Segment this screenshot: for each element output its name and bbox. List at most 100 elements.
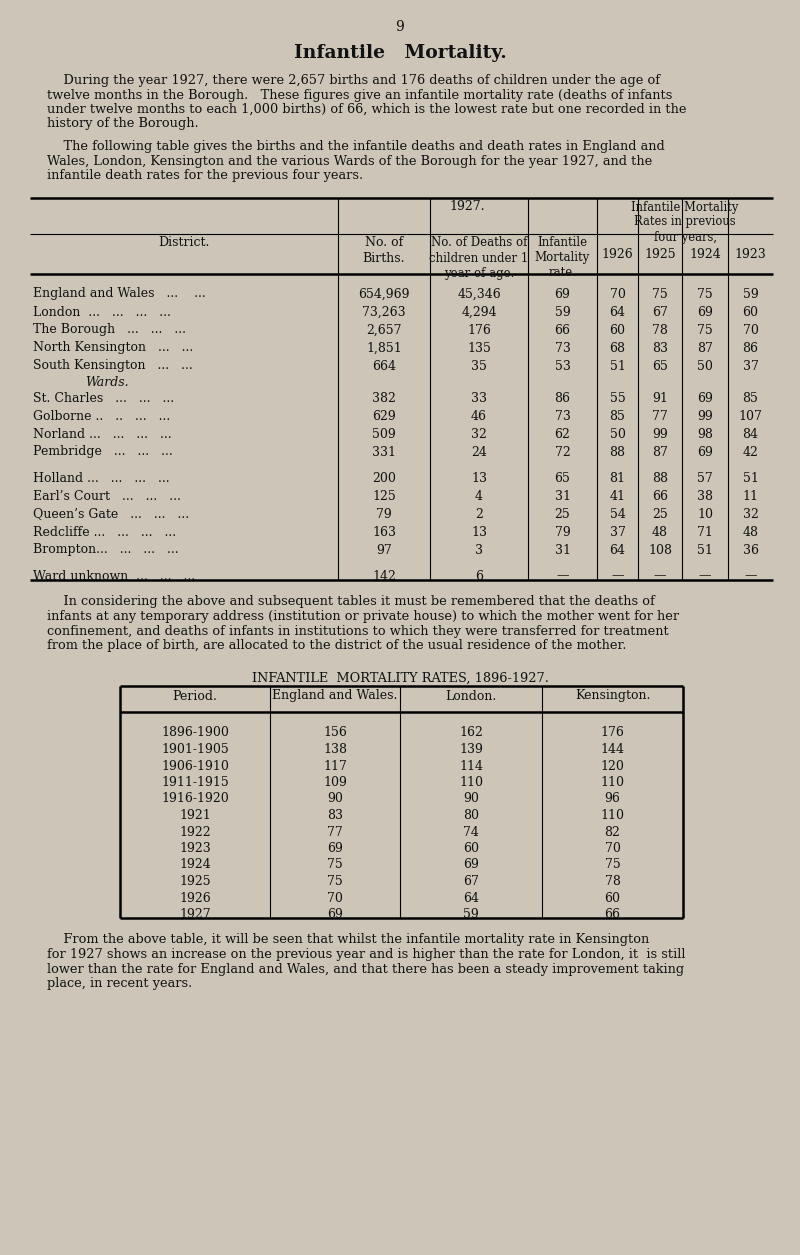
Text: Holland ...   ...   ...   ...: Holland ... ... ... ... — [33, 472, 170, 484]
Text: 35: 35 — [471, 359, 487, 373]
Text: 1,851: 1,851 — [366, 341, 402, 354]
Text: 114: 114 — [459, 759, 483, 773]
Text: 13: 13 — [471, 472, 487, 484]
Text: 69: 69 — [697, 392, 713, 404]
Text: under twelve months to each 1,000 births) of 66, which is the lowest rate but on: under twelve months to each 1,000 births… — [47, 103, 686, 115]
Text: 2: 2 — [475, 507, 483, 521]
Text: Brompton...   ...   ...   ...: Brompton... ... ... ... — [33, 543, 178, 556]
Text: 87: 87 — [697, 341, 713, 354]
Text: 51: 51 — [742, 472, 758, 484]
Text: Pembridge   ...   ...   ...: Pembridge ... ... ... — [33, 446, 173, 458]
Text: 97: 97 — [376, 543, 392, 556]
Text: 1926: 1926 — [179, 891, 211, 905]
Text: 60: 60 — [742, 305, 758, 319]
Text: Golborne ..   ..   ...   ...: Golborne .. .. ... ... — [33, 409, 170, 423]
Text: 67: 67 — [463, 875, 479, 889]
Text: Queen’s Gate   ...   ...   ...: Queen’s Gate ... ... ... — [33, 507, 189, 521]
Text: From the above table, it will be seen that whilst the infantile mortality rate i: From the above table, it will be seen th… — [47, 934, 650, 946]
Text: 66: 66 — [554, 324, 570, 336]
Text: 37: 37 — [610, 526, 626, 538]
Text: District.: District. — [158, 236, 210, 250]
Text: 50: 50 — [610, 428, 626, 441]
Text: 107: 107 — [738, 409, 762, 423]
Text: 1926: 1926 — [602, 248, 634, 261]
Text: 9: 9 — [396, 20, 404, 34]
Text: place, in recent years.: place, in recent years. — [47, 976, 192, 990]
Text: 83: 83 — [652, 341, 668, 354]
Text: 70: 70 — [610, 287, 626, 300]
Text: 24: 24 — [471, 446, 487, 458]
Text: 331: 331 — [372, 446, 396, 458]
Text: 78: 78 — [652, 324, 668, 336]
Text: 117: 117 — [323, 759, 347, 773]
Text: The Borough   ...   ...   ...: The Borough ... ... ... — [33, 324, 186, 336]
Text: 75: 75 — [652, 287, 668, 300]
Text: North Kensington   ...   ...: North Kensington ... ... — [33, 341, 194, 354]
Text: history of the Borough.: history of the Borough. — [47, 118, 198, 131]
Text: Infantile   Mortality.: Infantile Mortality. — [294, 44, 506, 61]
Text: 67: 67 — [652, 305, 668, 319]
Text: 98: 98 — [697, 428, 713, 441]
Text: 48: 48 — [742, 526, 758, 538]
Text: 6: 6 — [475, 570, 483, 582]
Text: 86: 86 — [554, 392, 570, 404]
Text: 1896-1900: 1896-1900 — [161, 727, 229, 739]
Text: 32: 32 — [742, 507, 758, 521]
Text: Wales, London, Kensington and the various Wards of the Borough for the year 1927: Wales, London, Kensington and the variou… — [47, 154, 652, 167]
Text: 25: 25 — [554, 507, 570, 521]
Text: —: — — [698, 570, 711, 582]
Text: 1923: 1923 — [179, 842, 211, 855]
Text: 51: 51 — [610, 359, 626, 373]
Text: Wards.: Wards. — [85, 376, 129, 389]
Text: Norland ...   ...   ...   ...: Norland ... ... ... ... — [33, 428, 172, 441]
Text: 176: 176 — [601, 727, 625, 739]
Text: Kensington.: Kensington. — [575, 689, 650, 703]
Text: 1922: 1922 — [179, 826, 211, 838]
Text: 74: 74 — [463, 826, 479, 838]
Text: 99: 99 — [652, 428, 668, 441]
Text: 664: 664 — [372, 359, 396, 373]
Text: St. Charles   ...   ...   ...: St. Charles ... ... ... — [33, 392, 174, 404]
Text: 64: 64 — [610, 305, 626, 319]
Text: 87: 87 — [652, 446, 668, 458]
Text: 85: 85 — [742, 392, 758, 404]
Text: 66: 66 — [605, 909, 621, 921]
Text: 82: 82 — [605, 826, 621, 838]
Text: —: — — [744, 570, 757, 582]
Text: 42: 42 — [742, 446, 758, 458]
Text: 45,346: 45,346 — [457, 287, 501, 300]
Text: 13: 13 — [471, 526, 487, 538]
Text: 54: 54 — [610, 507, 626, 521]
Text: 64: 64 — [610, 543, 626, 556]
Text: South Kensington   ...   ...: South Kensington ... ... — [33, 359, 193, 373]
Text: 71: 71 — [697, 526, 713, 538]
Text: 1923: 1923 — [734, 248, 766, 261]
Text: 125: 125 — [372, 489, 396, 502]
Text: 70: 70 — [742, 324, 758, 336]
Text: 60: 60 — [610, 324, 626, 336]
Text: London  ...   ...   ...   ...: London ... ... ... ... — [33, 305, 171, 319]
Text: 110: 110 — [601, 809, 625, 822]
Text: 84: 84 — [742, 428, 758, 441]
Text: 32: 32 — [471, 428, 487, 441]
Text: 1911-1915: 1911-1915 — [161, 776, 229, 789]
Text: for 1927 shows an increase on the previous year and is higher than the rate for : for 1927 shows an increase on the previo… — [47, 948, 686, 961]
Text: 37: 37 — [742, 359, 758, 373]
Text: 162: 162 — [459, 727, 483, 739]
Text: infantile death rates for the previous four years.: infantile death rates for the previous f… — [47, 169, 363, 182]
Text: 65: 65 — [652, 359, 668, 373]
Text: 109: 109 — [323, 776, 347, 789]
Text: 59: 59 — [742, 287, 758, 300]
Text: 38: 38 — [697, 489, 713, 502]
Text: 138: 138 — [323, 743, 347, 756]
Text: 60: 60 — [605, 891, 621, 905]
Text: 75: 75 — [697, 287, 713, 300]
Text: 144: 144 — [601, 743, 625, 756]
Text: Infantile Mortality
Rates in previous
four years,: Infantile Mortality Rates in previous fo… — [631, 201, 738, 243]
Text: 176: 176 — [467, 324, 491, 336]
Text: 90: 90 — [463, 792, 479, 806]
Text: Infantile
Mortality
rate.: Infantile Mortality rate. — [535, 236, 590, 280]
Text: 59: 59 — [463, 909, 479, 921]
Text: 46: 46 — [471, 409, 487, 423]
Text: 90: 90 — [327, 792, 343, 806]
